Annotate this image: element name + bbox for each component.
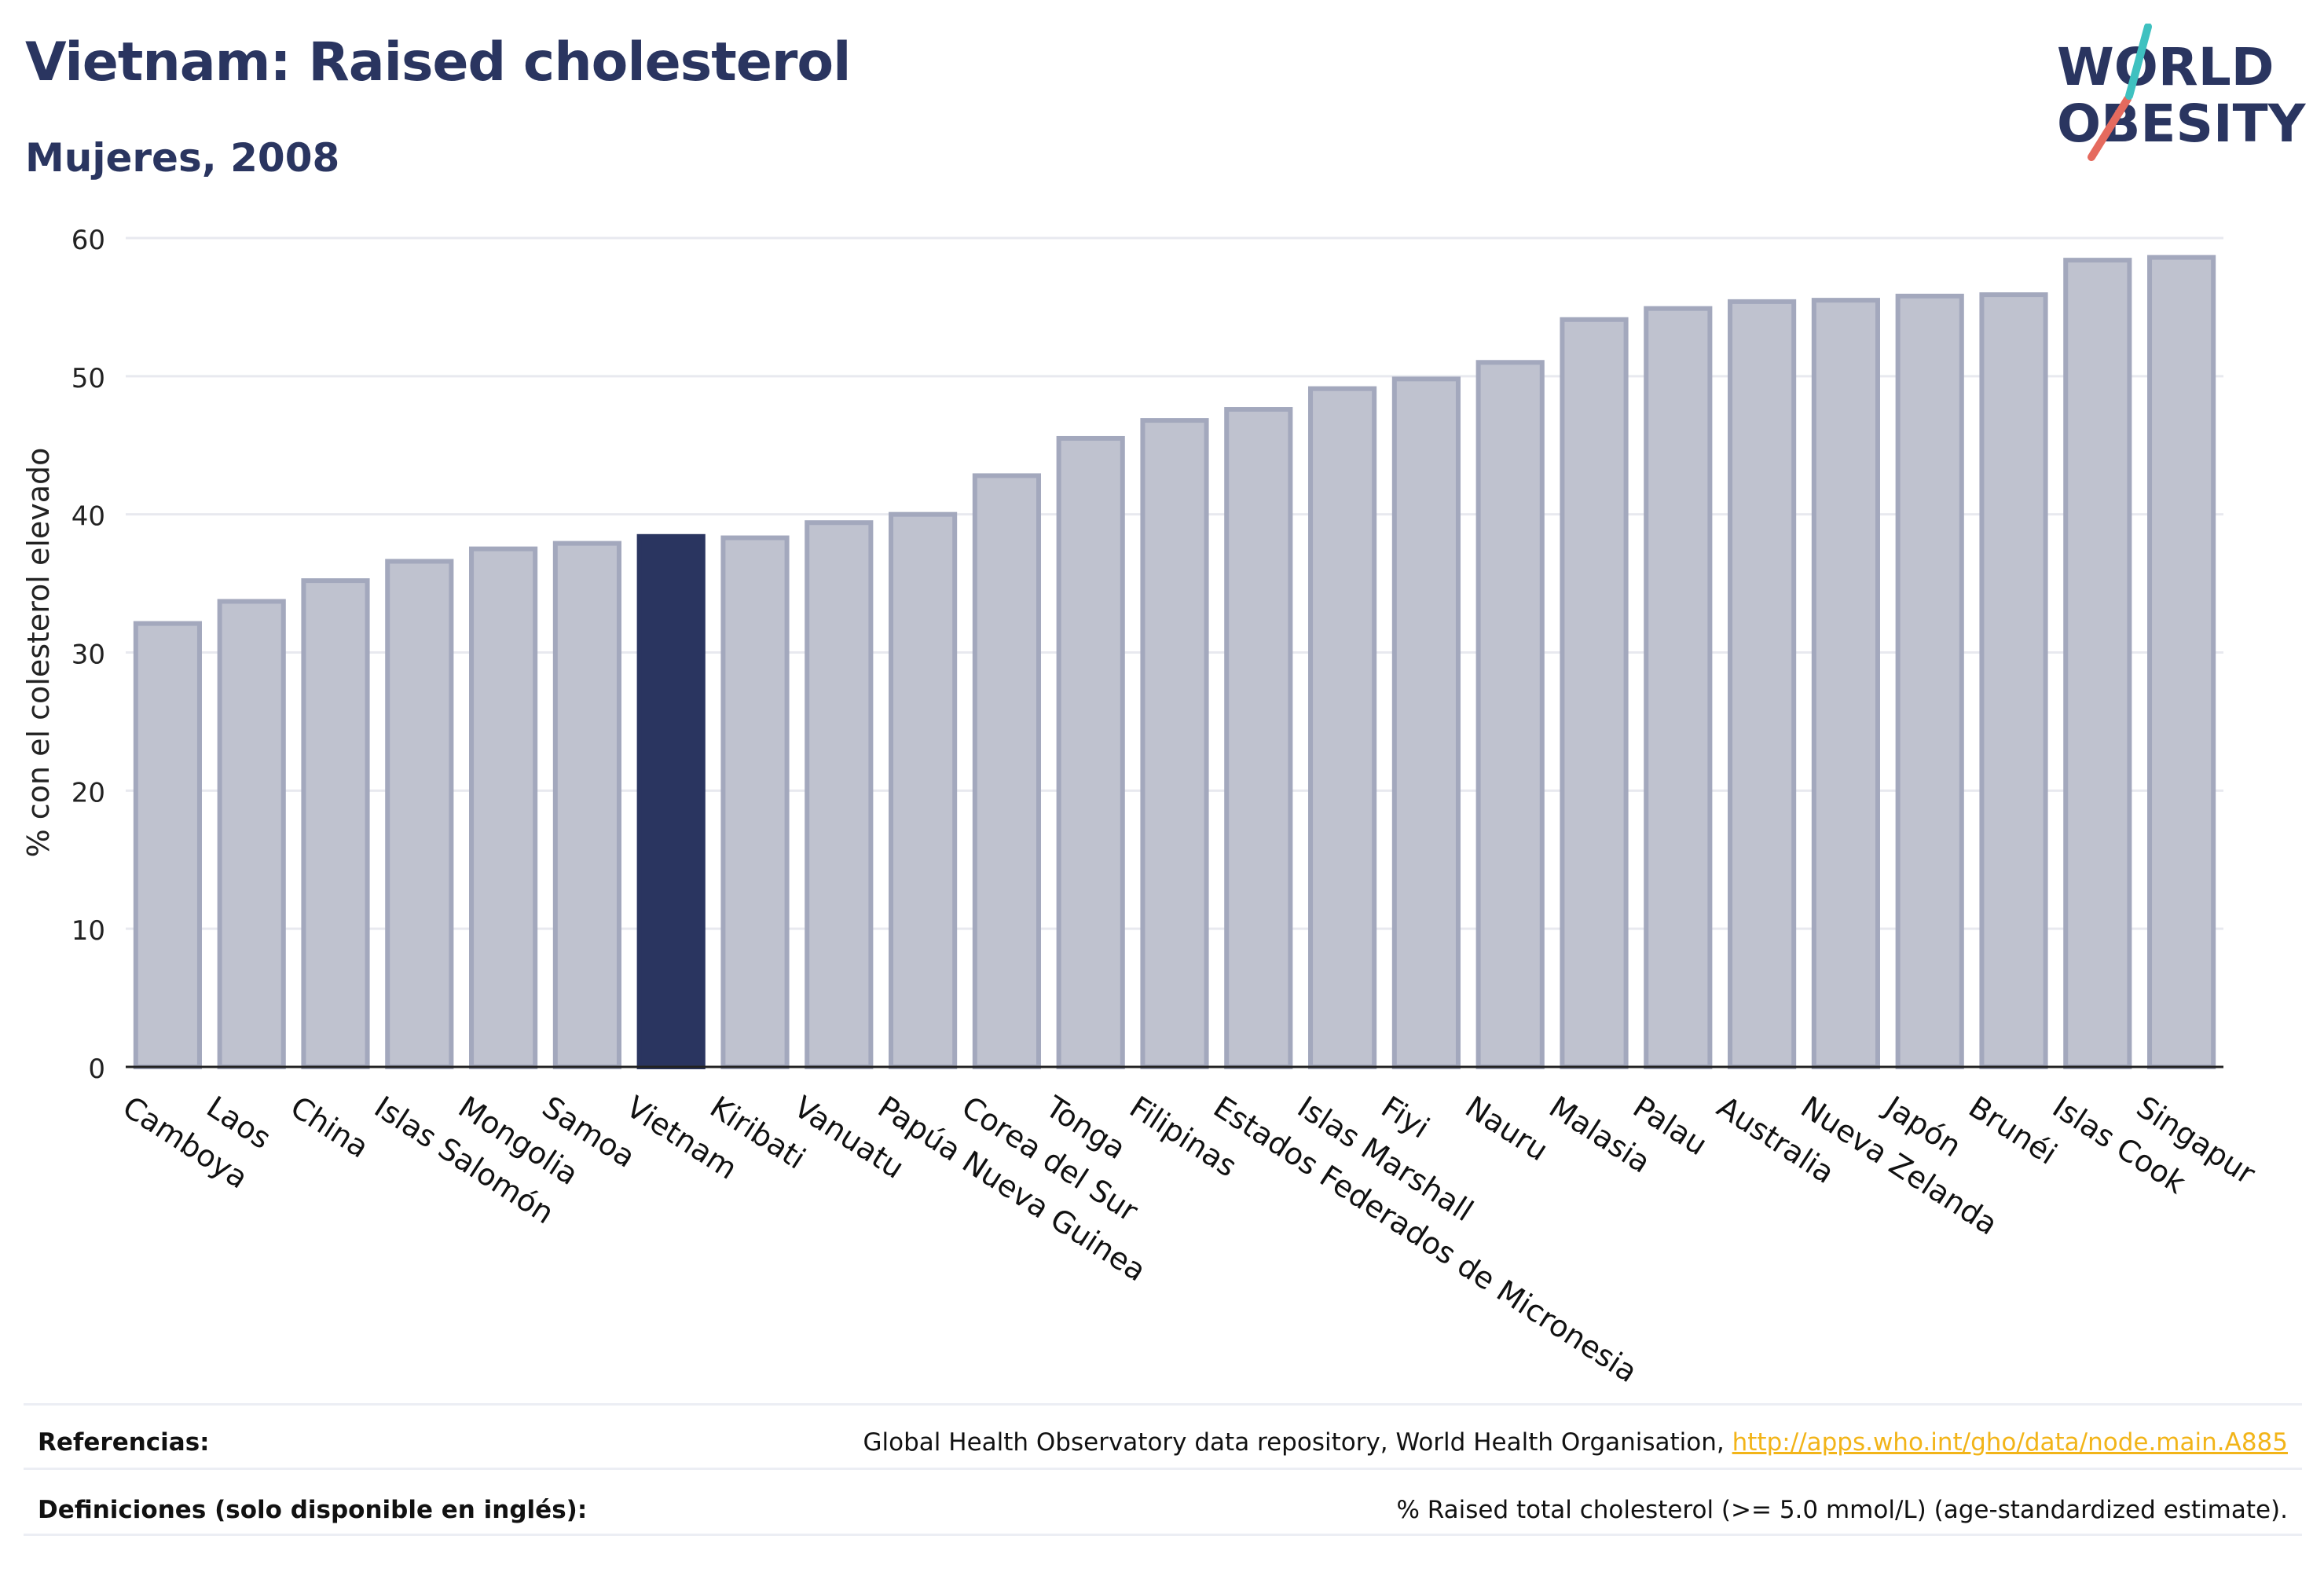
y-tick-label: 10 xyxy=(71,915,105,947)
footer-divider-bottom xyxy=(24,1534,2302,1536)
bar-vanuatu xyxy=(805,520,874,1069)
y-axis-ticks: 0 10 20 30 40 50 60 xyxy=(71,225,105,1085)
bar-estados-federados-de-micronesia xyxy=(1224,407,1293,1069)
definitions-row: Definiciones (solo disponible en inglés)… xyxy=(24,1479,2302,1541)
bar-brun-i xyxy=(1979,292,2048,1069)
bar-mongolia xyxy=(469,546,538,1069)
bar-fiyi xyxy=(1391,376,1461,1070)
bar-islas-marshall xyxy=(1308,386,1377,1069)
logo-slash-red xyxy=(2088,95,2132,161)
logo-slash-teal xyxy=(2125,24,2152,100)
footer-divider-middle xyxy=(24,1468,2302,1470)
references-value: Global Health Observatory data repositor… xyxy=(863,1428,2302,1457)
world-obesity-logo: WORLD OBESITY xyxy=(2057,24,2307,161)
bar-china xyxy=(301,578,370,1069)
bar-laos xyxy=(217,599,286,1069)
bar-corea-del-sur xyxy=(972,473,1041,1069)
chart-title: Vietnam: Raised cholesterol xyxy=(25,31,851,93)
bar-nueva-zelanda xyxy=(1811,298,1880,1069)
bar-australia xyxy=(1728,299,1797,1069)
bar-pap-a-nueva-guinea xyxy=(889,511,958,1069)
y-axis-label: % con el colesterol elevado xyxy=(21,448,56,858)
y-tick-label: 40 xyxy=(71,501,105,533)
x-tick-label: Nauru xyxy=(1459,1090,1554,1168)
footer-divider-top xyxy=(24,1403,2302,1406)
bar-tonga xyxy=(1056,435,1125,1069)
bar-nauru xyxy=(1475,360,1545,1069)
references-label: Referencias: xyxy=(38,1428,210,1457)
definitions-label: Definiciones (solo disponible en inglés)… xyxy=(38,1496,588,1524)
bar-malasia xyxy=(1560,317,1629,1070)
bars xyxy=(133,255,2216,1070)
x-tick-label: China xyxy=(284,1090,375,1165)
y-tick-label: 60 xyxy=(71,225,105,256)
chart-subtitle: Mujeres, 2008 xyxy=(25,135,340,181)
bar-kiribati xyxy=(720,535,790,1069)
bar-vietnam xyxy=(636,533,706,1069)
bar-jap-n xyxy=(1895,293,1964,1070)
y-tick-label: 50 xyxy=(71,363,105,394)
bar-islas-cook xyxy=(2063,258,2132,1070)
x-tick-label: Brunéi xyxy=(1963,1090,2063,1171)
bar-samoa xyxy=(552,541,621,1069)
bar-singapur xyxy=(2147,255,2216,1069)
references-link[interactable]: http://apps.who.int/gho/data/node.main.A… xyxy=(1732,1428,2288,1457)
references-row: Referencias: Global Health Observatory d… xyxy=(24,1411,2302,1474)
bar-palau xyxy=(1644,306,1713,1069)
bar-camboya xyxy=(133,621,202,1069)
y-tick-label: 0 xyxy=(88,1054,105,1085)
bar-islas-salom-n xyxy=(385,559,454,1069)
bar-filipinas xyxy=(1140,418,1209,1069)
definitions-text: % Raised total cholesterol (>= 5.0 mmol/… xyxy=(1396,1496,2288,1524)
y-tick-label: 20 xyxy=(71,777,105,808)
references-text: Global Health Observatory data repositor… xyxy=(863,1428,1732,1457)
y-tick-label: 30 xyxy=(71,640,105,671)
logo-line1: WORLD xyxy=(2057,37,2275,97)
